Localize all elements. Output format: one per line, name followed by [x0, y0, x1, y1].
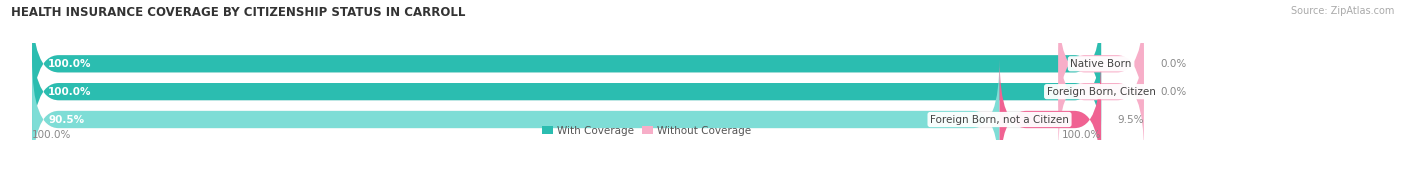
Text: Source: ZipAtlas.com: Source: ZipAtlas.com	[1291, 6, 1395, 16]
Text: Foreign Born, not a Citizen: Foreign Born, not a Citizen	[931, 114, 1069, 124]
Text: 9.5%: 9.5%	[1118, 114, 1143, 124]
FancyBboxPatch shape	[32, 58, 1000, 181]
FancyBboxPatch shape	[32, 31, 1101, 153]
FancyBboxPatch shape	[1059, 3, 1144, 125]
Text: 100.0%: 100.0%	[48, 87, 91, 97]
Text: 0.0%: 0.0%	[1160, 59, 1187, 69]
Text: Native Born: Native Born	[1070, 59, 1132, 69]
FancyBboxPatch shape	[1059, 31, 1144, 153]
FancyBboxPatch shape	[32, 31, 1101, 153]
Text: HEALTH INSURANCE COVERAGE BY CITIZENSHIP STATUS IN CARROLL: HEALTH INSURANCE COVERAGE BY CITIZENSHIP…	[11, 6, 465, 19]
FancyBboxPatch shape	[32, 58, 1101, 181]
Text: Foreign Born, Citizen: Foreign Born, Citizen	[1046, 87, 1156, 97]
Text: 0.0%: 0.0%	[1160, 87, 1187, 97]
Legend: With Coverage, Without Coverage: With Coverage, Without Coverage	[538, 122, 755, 140]
FancyBboxPatch shape	[32, 3, 1101, 125]
FancyBboxPatch shape	[1000, 58, 1101, 181]
Text: 100.0%: 100.0%	[1062, 129, 1101, 140]
FancyBboxPatch shape	[32, 3, 1101, 125]
Text: 100.0%: 100.0%	[32, 129, 72, 140]
Text: 90.5%: 90.5%	[48, 114, 84, 124]
Text: 100.0%: 100.0%	[48, 59, 91, 69]
